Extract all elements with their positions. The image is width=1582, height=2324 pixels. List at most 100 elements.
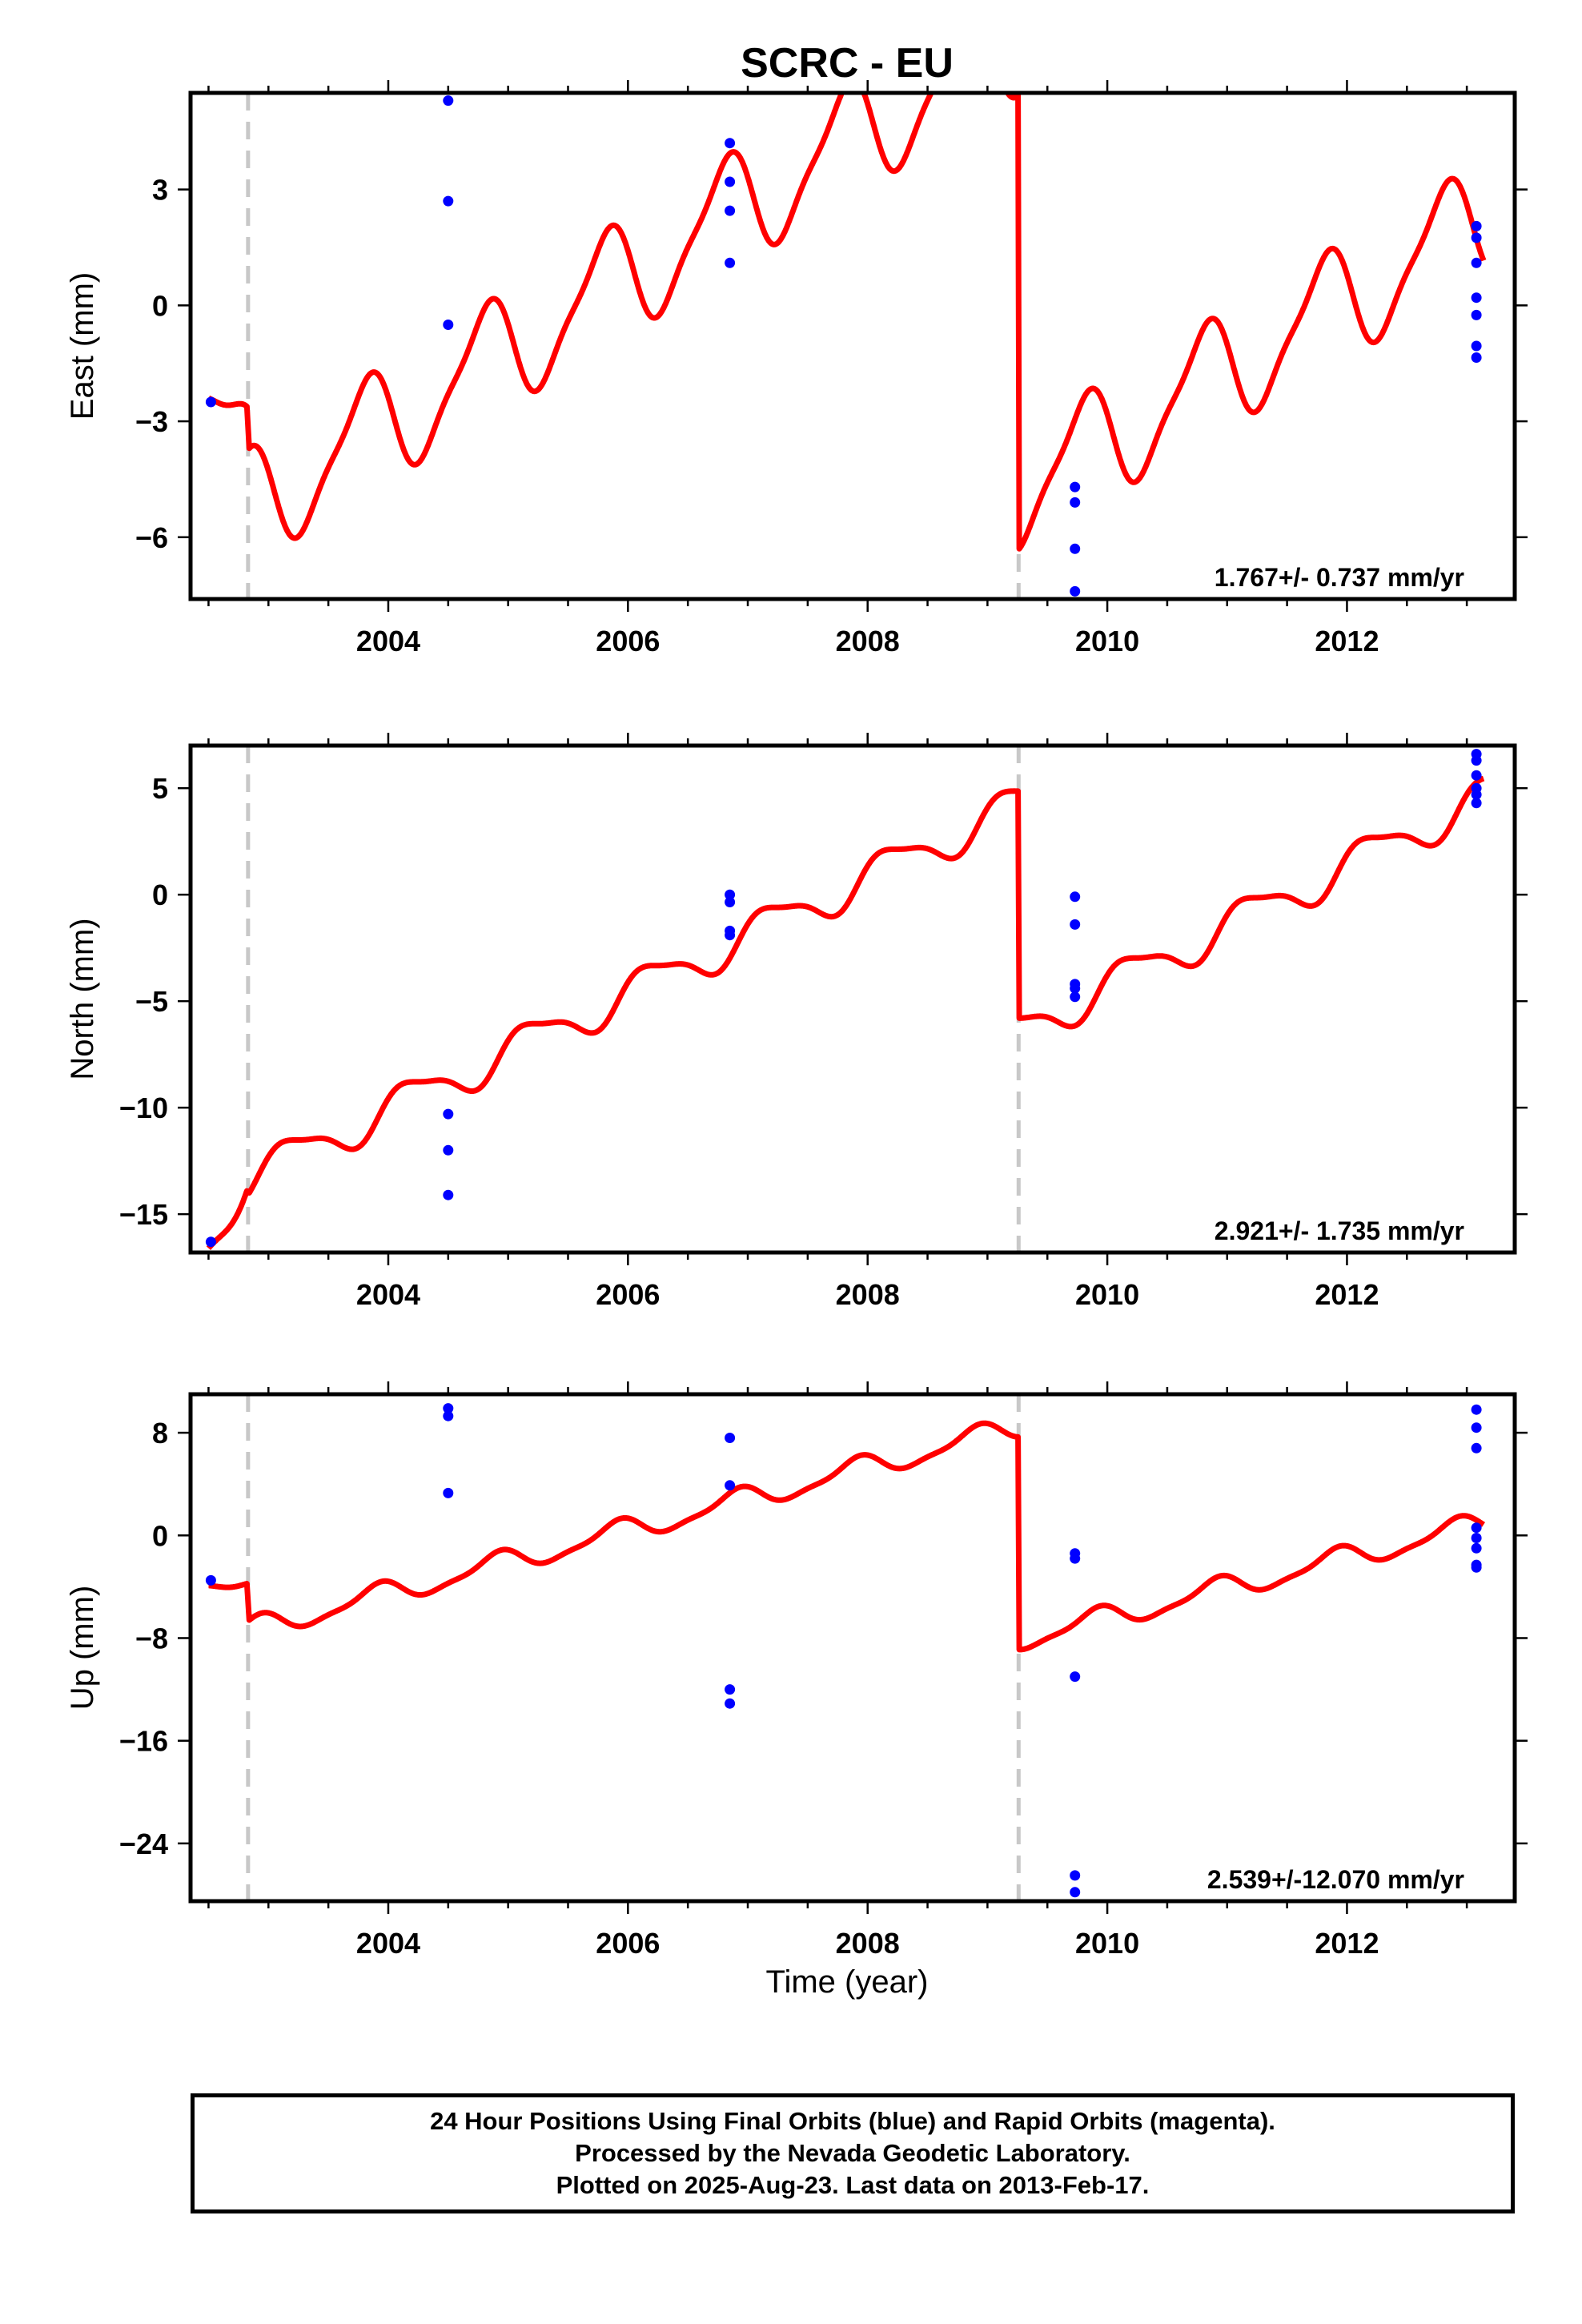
data-point <box>1070 543 1081 554</box>
data-point <box>443 320 454 330</box>
x-tick-label: 2008 <box>836 1927 900 1960</box>
y-axis-label: East (mm) <box>65 272 100 420</box>
y-tick-label: −24 <box>119 1827 168 1860</box>
data-point <box>725 205 736 216</box>
data-point <box>1471 755 1482 766</box>
data-point <box>1471 1562 1482 1573</box>
data-point <box>1070 991 1081 1003</box>
y-tick-label: 5 <box>152 772 168 805</box>
x-tick-label: 2004 <box>356 625 420 657</box>
panel-up: 2004 2006 2008 2010 2012 −24 −16 −8 0 8 Up (mm) 2.5… <box>65 1381 1528 1960</box>
data-point <box>1070 983 1081 994</box>
x-tick-label: 2008 <box>836 625 900 657</box>
y-tick-label: 3 <box>152 174 168 207</box>
data-point <box>725 138 736 149</box>
footer-line-processing: Processed by the Nevada Geodetic Laborat… <box>575 2139 1130 2167</box>
x-tick-label: 2006 <box>596 625 660 657</box>
data-point <box>1070 1553 1081 1564</box>
y-tick-label: 0 <box>152 879 168 911</box>
y-tick-label: 8 <box>152 1417 168 1449</box>
y-tick-label: −5 <box>135 985 168 1018</box>
data-point <box>1070 481 1081 493</box>
data-point <box>1471 1533 1482 1543</box>
data-point <box>205 1574 216 1586</box>
x-tick-label: 2004 <box>356 1927 420 1960</box>
data-point <box>443 95 454 107</box>
y-tick-label: −6 <box>135 521 168 554</box>
data-point <box>1471 1422 1482 1433</box>
y-tick-label: −3 <box>135 405 168 438</box>
data-point <box>205 1236 216 1248</box>
data-point <box>443 195 454 207</box>
data-point <box>1471 770 1482 781</box>
footer-line-orbits: 24 Hour Positions Using Final Orbits (bl… <box>430 2107 1275 2135</box>
rate-annotation: 2.539+/-12.070 mm/yr <box>1207 1865 1464 1894</box>
data-point <box>443 1487 454 1498</box>
data-point <box>725 1684 736 1695</box>
x-tick-label: 2004 <box>356 1278 420 1311</box>
x-tick-label: 2010 <box>1075 1927 1139 1960</box>
panel-frame <box>188 743 1517 1255</box>
y-tick-label: −10 <box>119 1092 168 1124</box>
data-point <box>1070 1671 1081 1683</box>
data-point <box>1471 257 1482 268</box>
model-curve <box>206 93 1487 552</box>
panels-layer: 2004 2006 2008 2010 2012 −6 −3 0 3 East (mm) 1.767… <box>65 80 1528 1960</box>
y-axis-label: Up (mm) <box>65 1586 100 1711</box>
footer-info-box: 24 Hour Positions Using Final Orbits (bl… <box>191 2093 1515 2213</box>
data-point <box>725 897 736 907</box>
data-point <box>725 1433 736 1443</box>
x-tick-label: 2006 <box>596 1927 660 1960</box>
data-point <box>1471 232 1482 243</box>
data-point <box>1471 309 1482 320</box>
panel-frame <box>188 90 1517 601</box>
data-point <box>1471 1404 1482 1415</box>
data-point <box>1070 891 1081 903</box>
data-point <box>443 1144 454 1156</box>
data-point <box>1471 798 1482 809</box>
chart-title: SCRC - EU <box>741 40 954 86</box>
panel-east: 2004 2006 2008 2010 2012 −6 −3 0 3 East (mm) 1.767… <box>65 80 1528 657</box>
data-point <box>1070 585 1081 597</box>
x-tick-label: 2012 <box>1315 1278 1379 1311</box>
y-axis-label: North (mm) <box>65 918 100 1080</box>
data-point <box>1471 789 1482 800</box>
panel-frame <box>188 1392 1517 1904</box>
y-tick-label: 0 <box>152 1519 168 1552</box>
y-tick-label: −8 <box>135 1622 168 1655</box>
rate-annotation: 1.767+/- 0.737 mm/yr <box>1215 563 1464 592</box>
data-point <box>1471 220 1482 231</box>
data-point <box>443 1189 454 1200</box>
data-point <box>1070 1887 1081 1898</box>
data-point <box>1471 352 1482 363</box>
data-point <box>1070 1870 1081 1881</box>
data-point <box>1471 340 1482 352</box>
data-point <box>1471 292 1482 304</box>
data-point <box>725 257 736 268</box>
data-point <box>1471 1542 1482 1554</box>
panel-north: 2004 2006 2008 2010 2012 −15 −10 −5 0 5 North (mm)… <box>65 733 1528 1311</box>
y-tick-label: −15 <box>119 1198 168 1231</box>
x-tick-label: 2010 <box>1075 1278 1139 1311</box>
data-point <box>1471 1522 1482 1534</box>
data-point <box>725 889 736 900</box>
x-tick-label: 2008 <box>836 1278 900 1311</box>
data-point <box>443 1403 454 1414</box>
data-point <box>725 1698 736 1709</box>
model-curve <box>206 775 1486 1251</box>
x-tick-label: 2006 <box>596 1278 660 1311</box>
data-point <box>1070 919 1081 930</box>
data-point <box>725 176 736 187</box>
y-tick-label: 0 <box>152 289 168 322</box>
x-tick-label: 2012 <box>1315 625 1379 657</box>
data-point <box>205 396 216 408</box>
y-tick-label: −16 <box>119 1725 168 1758</box>
x-tick-label: 2012 <box>1315 1927 1379 1960</box>
data-point <box>1471 1442 1482 1454</box>
x-axis-title: Time (year) <box>766 1964 929 2000</box>
rate-annotation: 2.921+/- 1.735 mm/yr <box>1215 1216 1464 1245</box>
data-point <box>725 1480 736 1491</box>
data-point <box>725 930 736 941</box>
data-point <box>1070 497 1081 508</box>
